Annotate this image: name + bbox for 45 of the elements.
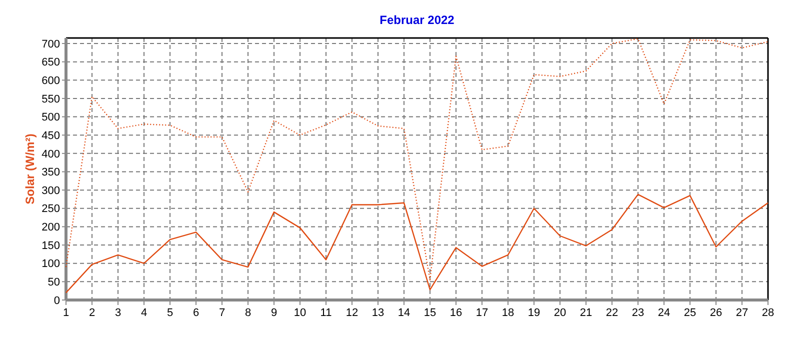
x-tick-label: 12: [346, 307, 358, 319]
y-axis-title: Solar (W/m²): [23, 134, 37, 204]
x-tick-label: 6: [192, 307, 200, 319]
x-tick-label: 25: [684, 307, 696, 319]
x-tick-label: 13: [372, 307, 384, 319]
y-tick-label: 550: [42, 93, 60, 106]
y-tick-label: 600: [42, 74, 60, 87]
x-tick-label: 9: [270, 307, 278, 319]
x-tick-label: 7: [218, 307, 226, 319]
y-tick-label: 400: [42, 148, 60, 160]
x-tick-label: 17: [476, 307, 488, 319]
y-tick-label: 700: [42, 38, 60, 50]
x-tick-label: 22: [606, 307, 618, 319]
y-tick-label: 300: [42, 184, 60, 197]
x-tick-label: 15: [424, 307, 436, 319]
y-tick-label: 150: [42, 240, 60, 252]
x-tick-label: 27: [736, 307, 748, 319]
x-tick-label: 5: [166, 307, 174, 319]
y-tick-label: 200: [42, 222, 60, 234]
x-tick-label: 4: [140, 307, 148, 319]
y-tick-label: 100: [42, 258, 60, 270]
x-tick-label: 23: [632, 307, 644, 319]
x-tick-label: 20: [554, 307, 566, 319]
y-tick-label: 350: [42, 166, 60, 179]
x-tick-label: 1: [62, 307, 70, 319]
x-tick-label: 21: [580, 307, 592, 319]
y-tick-label: 450: [42, 130, 60, 142]
x-tick-label: 14: [398, 307, 410, 319]
x-tick-label: 3: [114, 307, 122, 319]
x-tick-label: 18: [502, 307, 514, 319]
y-tick-label: 650: [42, 56, 60, 69]
chart-title: Februar 2022: [380, 13, 455, 27]
x-tick-label: 11: [320, 307, 332, 319]
x-tick-label: 26: [710, 307, 722, 319]
y-tick-label: 50: [48, 276, 60, 289]
x-tick-label: 19: [528, 307, 540, 319]
y-tick-label: 250: [42, 203, 60, 216]
y-tick-label: 0: [54, 294, 60, 307]
x-tick-label: 24: [658, 307, 670, 319]
x-tick-label: 8: [244, 307, 252, 319]
x-tick-label: 2: [88, 307, 96, 319]
x-tick-label: 16: [450, 307, 462, 319]
x-tick-label: 10: [294, 307, 306, 319]
x-tick-label: 28: [762, 307, 774, 319]
y-tick-label: 500: [42, 112, 60, 124]
